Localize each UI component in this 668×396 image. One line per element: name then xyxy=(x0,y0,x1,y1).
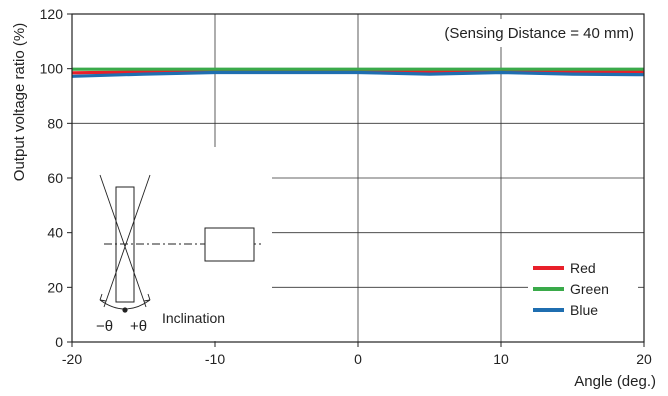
legend-label-green: Green xyxy=(570,281,609,297)
inclination-inset: −θ +θ Inclination xyxy=(72,147,272,341)
arrow-right-icon xyxy=(143,293,151,302)
pivot-point xyxy=(122,307,128,313)
rotation-arc xyxy=(99,299,151,310)
y-axis-label: Output voltage ratio (%) xyxy=(11,23,28,181)
y-tick-label: 0 xyxy=(55,334,63,350)
x-tick-label: 20 xyxy=(636,351,652,367)
x-tick-label: 10 xyxy=(493,351,509,367)
x-axis-label: Angle (deg.) xyxy=(574,373,656,390)
y-tick-label: 120 xyxy=(40,6,64,22)
y-tick-label: 80 xyxy=(47,115,63,131)
inset-minus-theta: −θ xyxy=(96,318,113,335)
legend: Red Green Blue xyxy=(528,256,638,326)
annotation-background xyxy=(395,19,638,47)
legend-label-blue: Blue xyxy=(570,302,598,318)
x-tick-label: 0 xyxy=(354,351,362,367)
target-object xyxy=(204,227,255,262)
x-tick-label: -20 xyxy=(62,351,82,367)
y-tick-label: 100 xyxy=(40,61,64,77)
arrow-left-icon xyxy=(99,293,107,302)
tilt-line-minus xyxy=(103,174,151,308)
y-tick-label: 40 xyxy=(47,225,63,241)
inset-plus-theta: +θ xyxy=(130,318,147,335)
tick-layer: 0 20 40 60 80 100 120 -20 -10 0 10 20 xyxy=(40,6,652,367)
series-layer xyxy=(71,67,645,78)
sensing-distance-annotation: (Sensing Distance = 40 mm) xyxy=(444,25,634,42)
y-tick-label: 60 xyxy=(47,170,63,186)
sensor-body xyxy=(115,186,135,303)
tilt-line-plus xyxy=(99,174,147,308)
series-line-blue xyxy=(71,70,645,78)
legend-label-red: Red xyxy=(570,260,596,276)
y-tick-label: 20 xyxy=(47,279,63,295)
x-tick-label: -10 xyxy=(205,351,225,367)
inset-label: Inclination xyxy=(162,310,225,326)
